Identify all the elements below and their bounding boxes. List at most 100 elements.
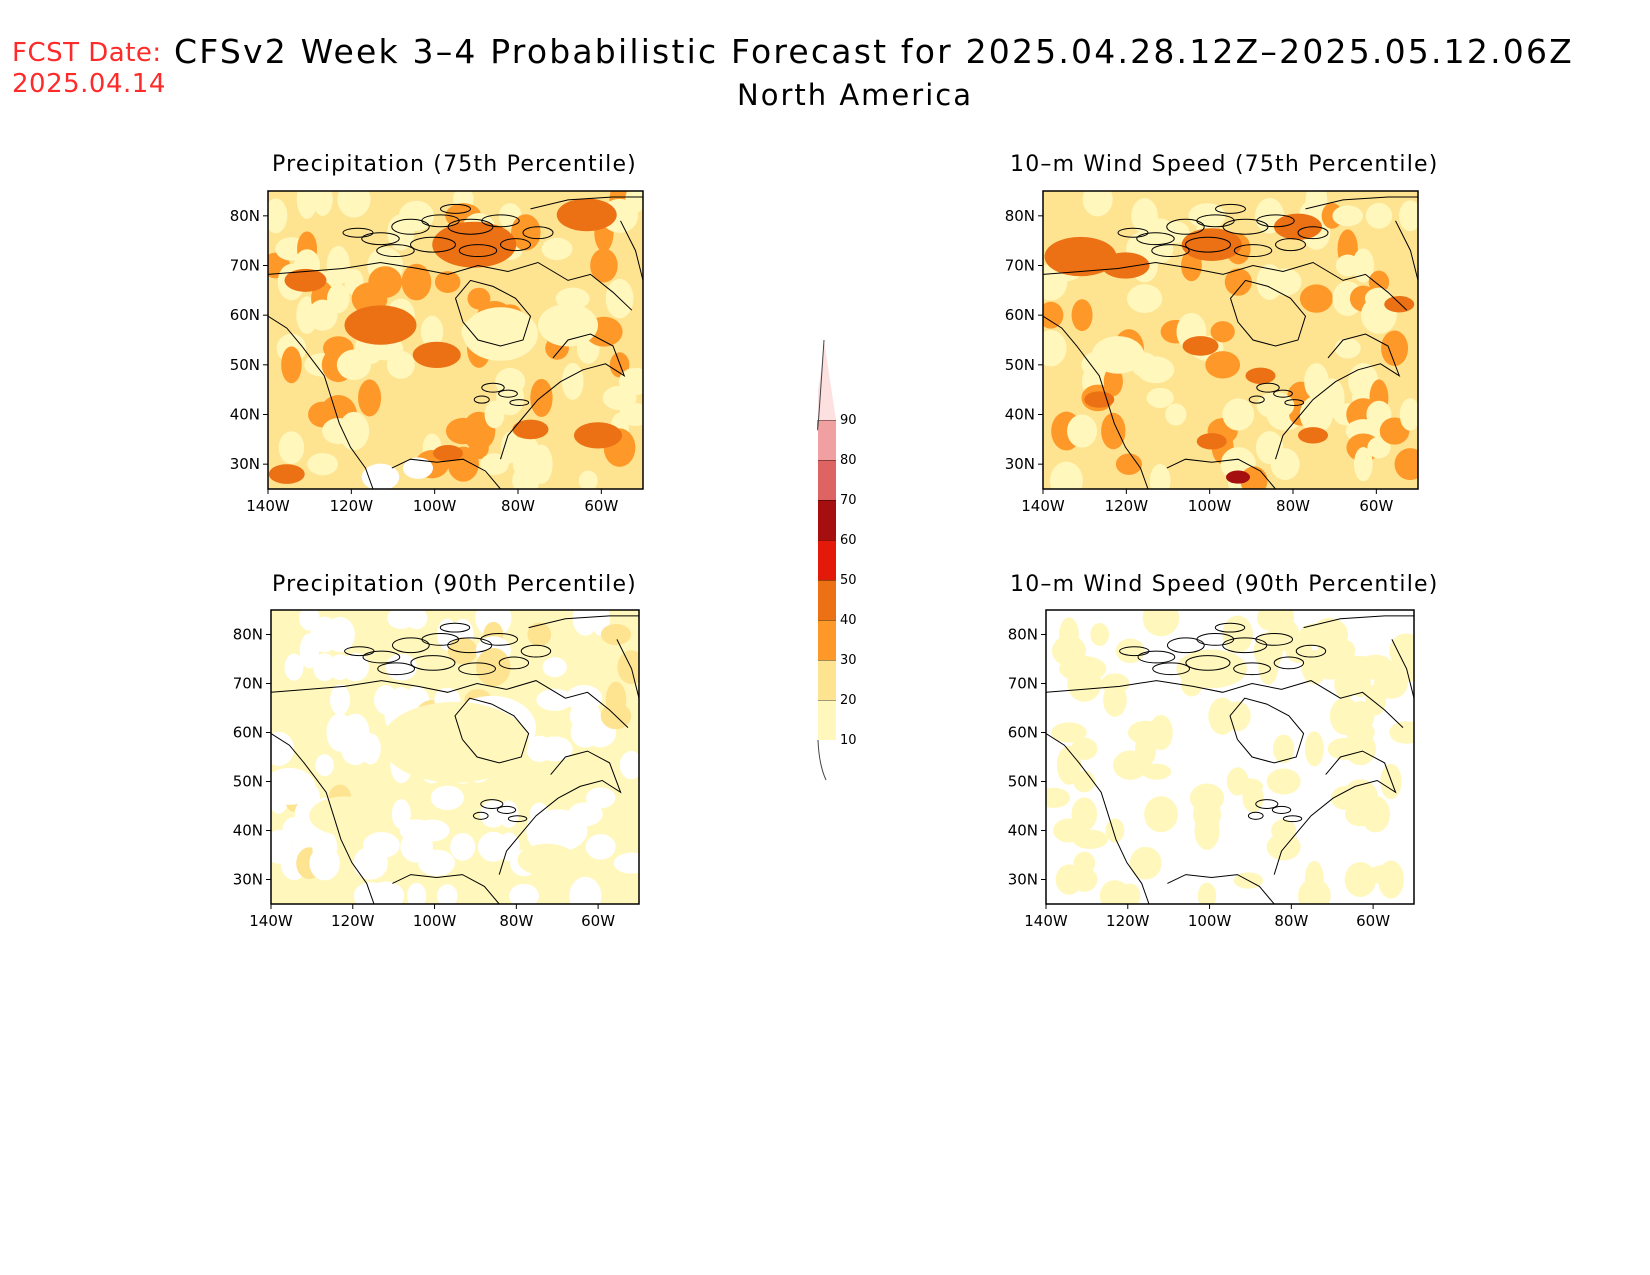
field-cell bbox=[530, 378, 553, 418]
field-cell bbox=[569, 876, 602, 904]
coastline bbox=[620, 220, 643, 281]
field-cell bbox=[1043, 301, 1064, 329]
field-cell bbox=[600, 623, 632, 646]
lat-label: 60N bbox=[233, 724, 263, 742]
field-cell bbox=[268, 198, 288, 234]
field-cell bbox=[326, 245, 351, 286]
field-region bbox=[412, 341, 461, 369]
coastline bbox=[1233, 244, 1273, 258]
lat-label: 40N bbox=[230, 406, 260, 424]
field-region bbox=[517, 843, 577, 877]
field-cell bbox=[1222, 398, 1255, 431]
coastline bbox=[421, 214, 460, 228]
field-cell bbox=[1334, 338, 1361, 359]
coastline bbox=[454, 697, 530, 764]
field-region bbox=[556, 198, 617, 232]
coastline bbox=[500, 333, 626, 460]
coastline bbox=[1284, 399, 1305, 407]
page-subtitle: North America bbox=[737, 78, 973, 112]
lat-label: 70N bbox=[1008, 675, 1038, 693]
coastline bbox=[342, 227, 374, 238]
field-cell bbox=[1115, 638, 1145, 664]
field-cell bbox=[450, 833, 476, 861]
field-cell bbox=[437, 884, 458, 904]
panel-title-precip90: Precipitation (90th Percentile) bbox=[272, 572, 637, 597]
field-region bbox=[1274, 213, 1322, 240]
coastline bbox=[410, 655, 456, 671]
field-cell bbox=[1344, 732, 1376, 766]
lat-label: 30N bbox=[230, 455, 260, 473]
coastline bbox=[1214, 622, 1246, 633]
field-cell bbox=[1389, 721, 1414, 744]
field-cell bbox=[360, 733, 381, 765]
field-cell bbox=[1165, 403, 1187, 426]
coastline bbox=[480, 799, 504, 809]
field-cell bbox=[341, 652, 369, 682]
lon-label: 140W bbox=[249, 912, 293, 930]
page-title: CFSv2 Week 3–4 Probabilistic Forecast fo… bbox=[174, 32, 1574, 71]
coastline bbox=[1275, 333, 1401, 460]
field-cell bbox=[1051, 722, 1087, 743]
field-cell bbox=[530, 444, 553, 484]
field-cell bbox=[278, 431, 305, 465]
coastline bbox=[1248, 395, 1265, 404]
lon-label: 80W bbox=[499, 912, 533, 930]
field-cell bbox=[1082, 191, 1113, 217]
coastline bbox=[376, 244, 415, 258]
field-cell bbox=[1332, 205, 1363, 227]
map-frame bbox=[1042, 190, 1419, 490]
field-cell bbox=[1149, 714, 1173, 751]
field-cell bbox=[337, 191, 371, 218]
field-cell bbox=[1353, 446, 1373, 482]
coastline bbox=[498, 656, 530, 670]
field-cell bbox=[1043, 330, 1067, 367]
field-cell bbox=[1222, 615, 1253, 654]
field-cell bbox=[1224, 701, 1251, 732]
field-cell bbox=[1115, 453, 1142, 475]
lat-label: 70N bbox=[1005, 257, 1035, 275]
panel-title-precip75: Precipitation (75th Percentile) bbox=[272, 152, 637, 177]
field-region bbox=[403, 457, 433, 479]
coastline bbox=[268, 315, 374, 489]
field-cell bbox=[1266, 768, 1301, 795]
field-cell bbox=[1049, 461, 1083, 489]
coastline bbox=[1297, 226, 1329, 240]
panel-title-wind90: 10–m Wind Speed (90th Percentile) bbox=[1010, 572, 1439, 597]
coastline bbox=[1166, 218, 1205, 235]
field-cell bbox=[585, 834, 616, 860]
field-cell bbox=[1142, 610, 1180, 637]
lat-label: 80N bbox=[230, 207, 260, 225]
coastline bbox=[509, 399, 530, 407]
lon-label: 120W bbox=[331, 912, 375, 930]
coastline bbox=[391, 218, 430, 235]
field-region bbox=[1059, 655, 1107, 682]
lon-label: 100W bbox=[413, 912, 457, 930]
field-cell bbox=[271, 731, 295, 766]
coastline bbox=[1185, 655, 1231, 671]
lat-label: 40N bbox=[1008, 822, 1038, 840]
coastline bbox=[1395, 220, 1418, 281]
coastline bbox=[391, 458, 501, 489]
field-cell bbox=[325, 616, 355, 653]
coastline bbox=[1273, 750, 1397, 875]
field-cell bbox=[1197, 882, 1217, 904]
field-cell bbox=[536, 688, 574, 711]
map-frame bbox=[1045, 609, 1415, 905]
lon-label: 100W bbox=[413, 497, 457, 515]
field-region bbox=[381, 701, 529, 783]
coastline bbox=[1137, 650, 1176, 664]
field-cell bbox=[542, 657, 567, 678]
lat-label: 60N bbox=[1005, 306, 1035, 324]
coastline bbox=[439, 622, 471, 633]
field-cell bbox=[338, 411, 370, 451]
field-cell bbox=[1105, 818, 1125, 843]
field-cell bbox=[613, 852, 639, 874]
lat-label: 80N bbox=[233, 626, 263, 644]
coastline bbox=[480, 633, 519, 646]
field-cell bbox=[1365, 202, 1393, 229]
field-cell bbox=[1268, 268, 1302, 296]
field-cell bbox=[1071, 299, 1093, 332]
lon-label: 100W bbox=[1188, 912, 1232, 930]
field-region bbox=[1101, 252, 1150, 279]
field-region bbox=[271, 767, 316, 805]
